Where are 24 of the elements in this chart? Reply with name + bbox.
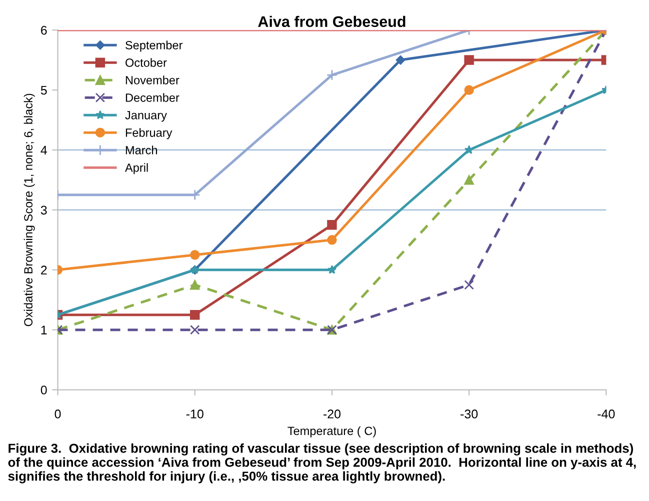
x-tick-label: -10 [186,410,204,418]
legend-label: January [125,111,167,122]
y-tick-label: 5 [40,86,47,95]
y-tick-label: 1 [41,326,47,334]
y-tick-label: 0 [40,386,47,394]
y-axis-title: Oxidative Browning Score (1, none; 6, black) [24,94,35,326]
legend-label: October [126,58,167,67]
legend-label: February [126,128,172,140]
caption: Figure 3. Oxidative browning rating of vascular tissue (see description of browning scale in methods) of the quince accession ‘Aiva from Gebeseud’ from Sep 2009-April 2010. Horizontal line on y-axis at 4, signifies the threshold for injury (i.e., ,50% tissue area lightly browned). [8,443,636,484]
chart-title: Aiva from Gebeseud [258,16,406,28]
x-tick-label: -30 [460,410,478,418]
x-axis-title: Temperature ( C) [288,426,376,438]
y-tick-label: 4 [40,146,47,154]
y-tick-label: 2 [41,266,47,274]
legend-label: April [125,163,148,174]
legend-label: March [126,146,158,154]
x-tick-label: -40 [598,410,615,418]
legend-label: December [126,93,180,102]
x-tick-label: -20 [323,410,341,418]
x-tick-label: 0 [54,410,61,418]
y-tick-label: 6 [41,26,47,35]
legend-label: November [126,76,180,84]
legend-label: September [126,40,183,52]
y-tick-label: 3 [40,206,47,215]
